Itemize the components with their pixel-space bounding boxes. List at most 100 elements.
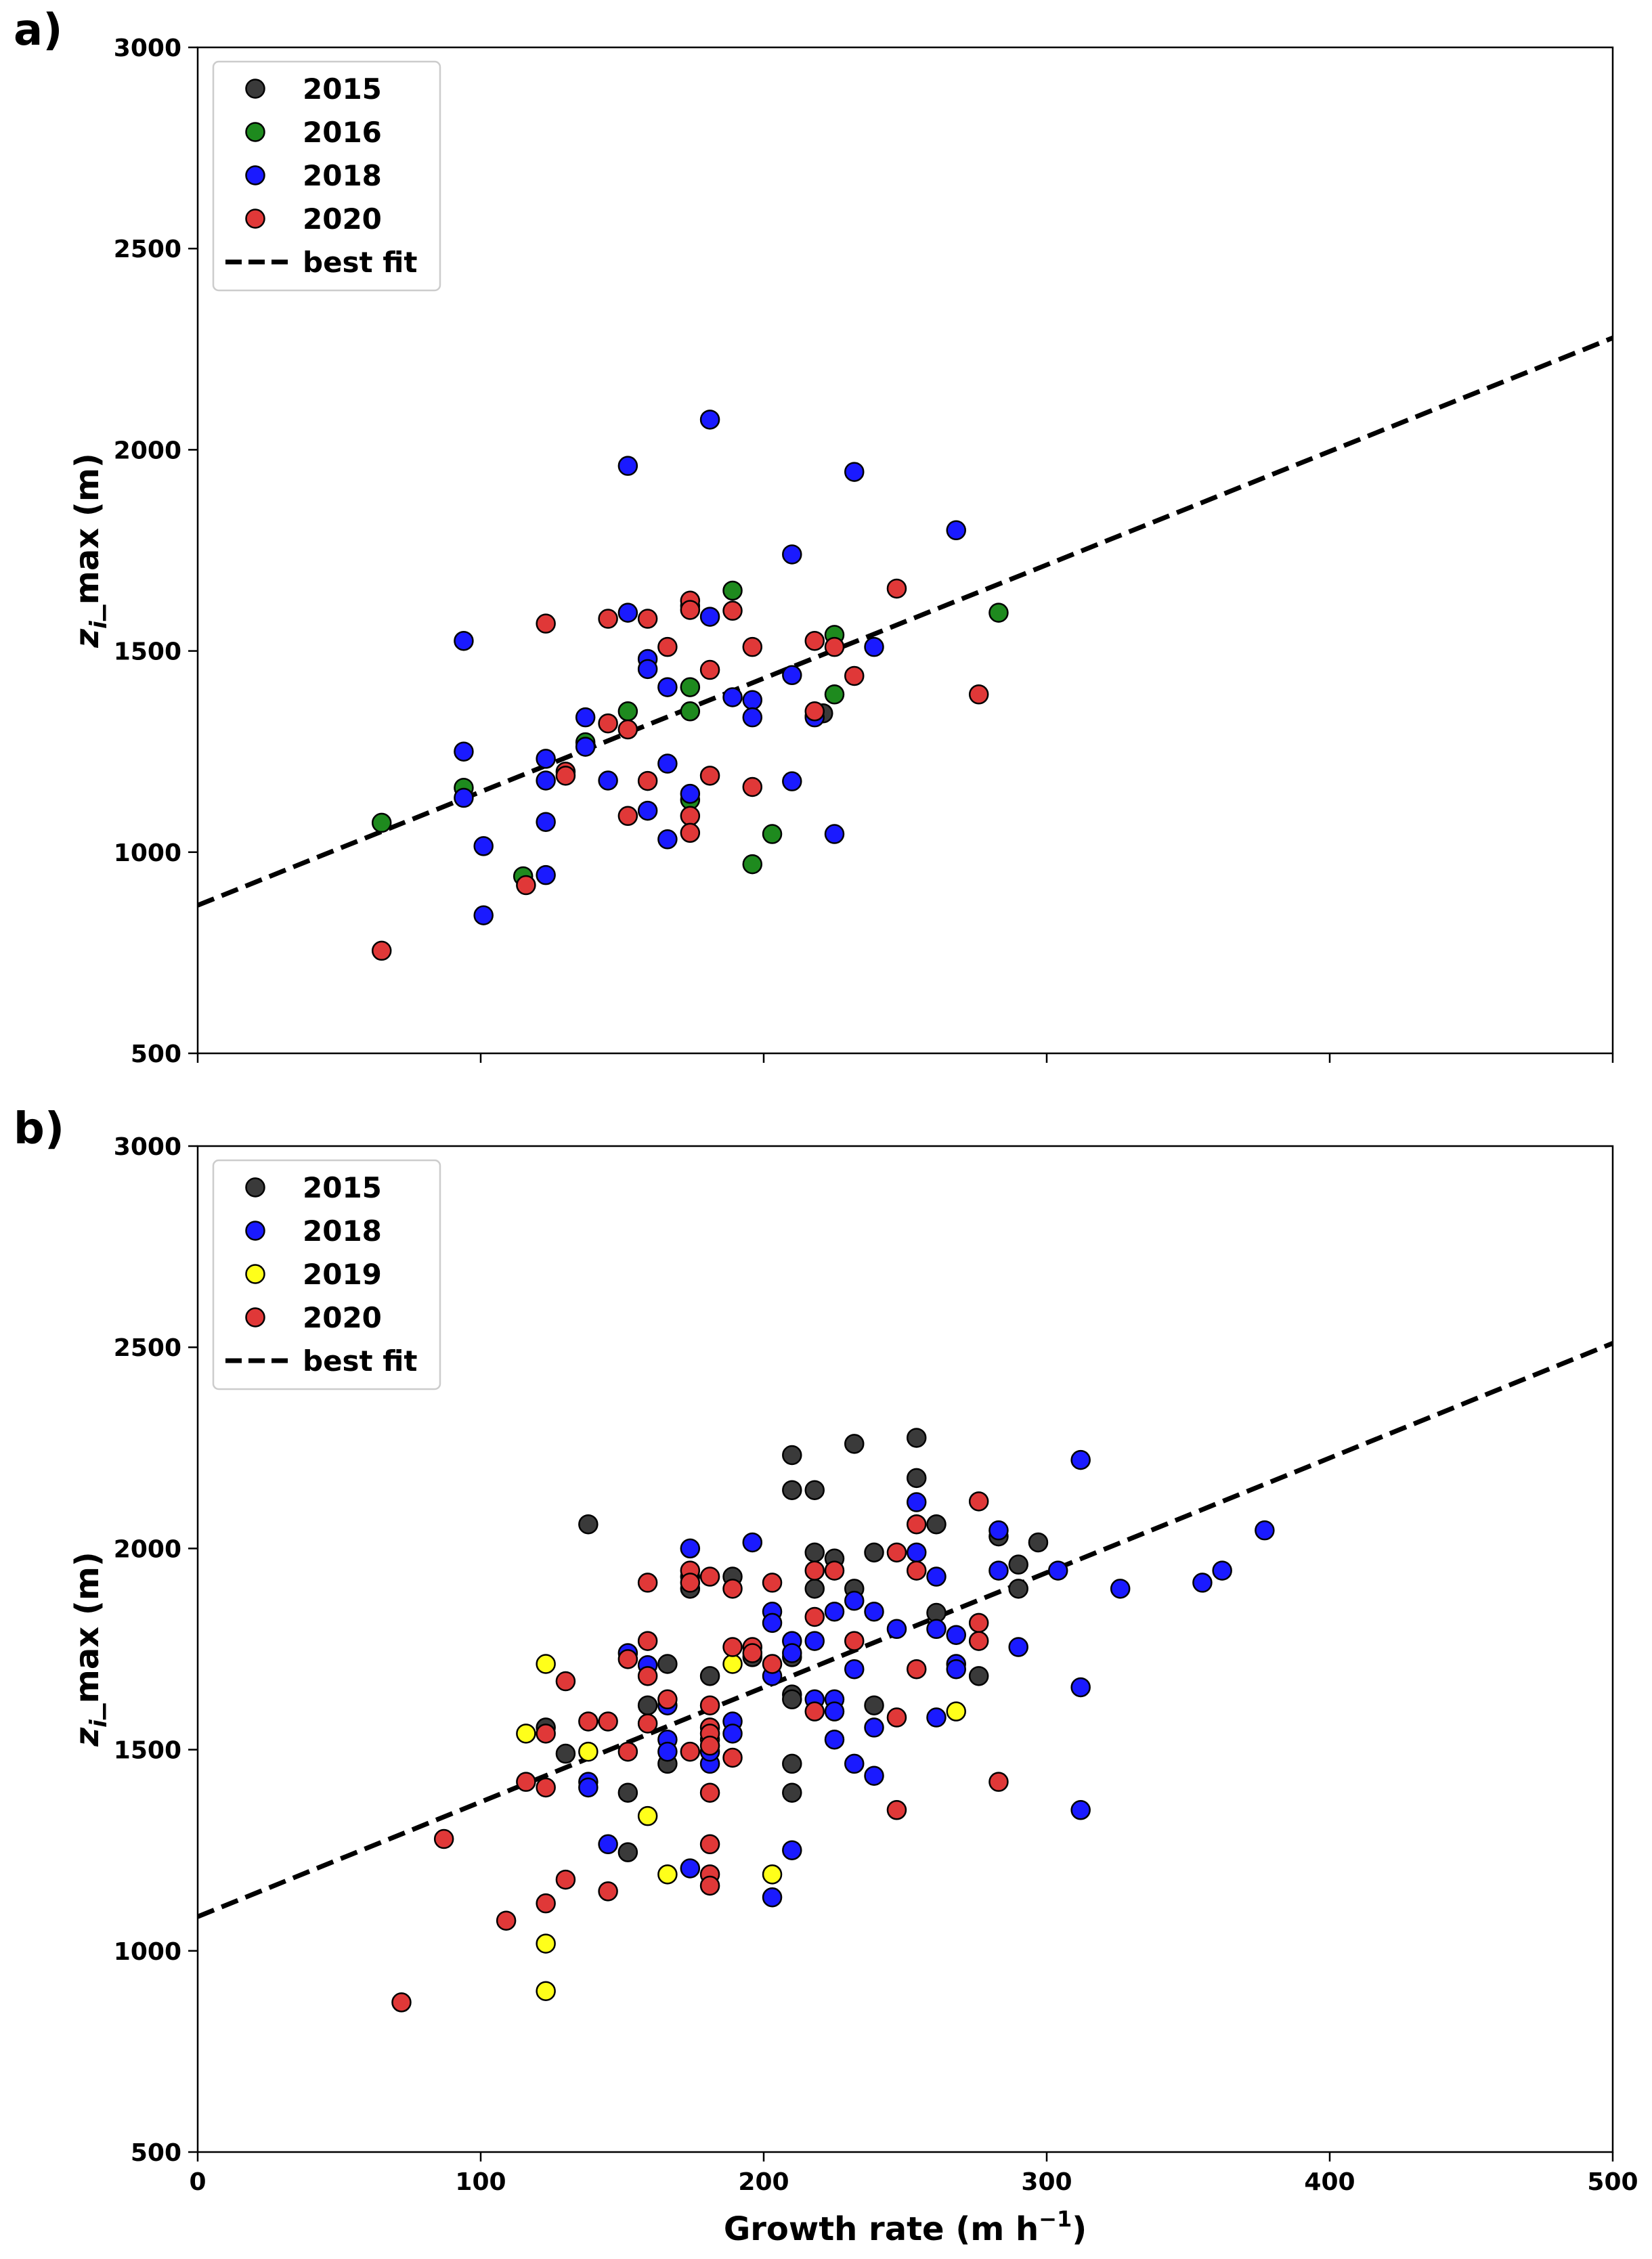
data-point-2018 bbox=[926, 1619, 947, 1640]
scatter-points bbox=[371, 410, 1009, 961]
data-point-2018 bbox=[657, 1741, 678, 1762]
data-point-2018 bbox=[886, 1619, 907, 1640]
legend-item-2019: 2019 bbox=[245, 1258, 382, 1291]
data-point-2018 bbox=[906, 1542, 927, 1563]
data-point-2015 bbox=[578, 1514, 599, 1535]
data-point-2020 bbox=[598, 1881, 618, 1902]
x-axis-title-main: Growth rate (m h bbox=[724, 2210, 1039, 2248]
data-point-2020 bbox=[906, 1514, 927, 1535]
data-point-2018 bbox=[680, 1538, 701, 1559]
best-fit-line bbox=[198, 335, 1613, 908]
data-point-2020 bbox=[968, 1613, 989, 1633]
data-point-2015 bbox=[804, 1542, 825, 1563]
data-point-2018 bbox=[988, 1520, 1009, 1541]
data-point-2020 bbox=[680, 823, 701, 843]
data-point-2020 bbox=[637, 770, 658, 791]
data-point-2018 bbox=[637, 659, 658, 680]
y-tick-label: 500 bbox=[131, 1040, 181, 1068]
data-point-2016 bbox=[762, 824, 783, 844]
x-axis-title-sup: −1 bbox=[1039, 2206, 1072, 2232]
data-point-2016 bbox=[722, 580, 743, 601]
y-axis-title-main: z bbox=[68, 1727, 106, 1747]
data-point-2018 bbox=[824, 1729, 845, 1750]
data-point-2018 bbox=[1070, 1449, 1091, 1470]
data-point-2018 bbox=[1192, 1573, 1213, 1593]
data-point-2015 bbox=[968, 1666, 989, 1686]
panel-label: b) bbox=[14, 1104, 64, 1154]
plot-frame bbox=[196, 46, 1614, 1055]
data-point-2020 bbox=[433, 1828, 454, 1849]
data-point-2018 bbox=[946, 520, 966, 541]
data-point-2018 bbox=[637, 800, 658, 821]
data-point-2020 bbox=[722, 600, 743, 621]
data-point-2015 bbox=[782, 1445, 802, 1466]
legend-marker-2016 bbox=[245, 122, 265, 142]
scatter-points bbox=[391, 1428, 1275, 2013]
data-point-2015 bbox=[617, 1782, 638, 1803]
legend-label-best-fit: best fit bbox=[303, 246, 417, 279]
data-point-2020 bbox=[536, 1777, 556, 1798]
legend-marker-2020 bbox=[245, 209, 265, 229]
y-tick-label: 2000 bbox=[114, 437, 181, 464]
data-point-2020 bbox=[617, 806, 638, 827]
y-tick-label: 3000 bbox=[114, 35, 181, 62]
data-point-2020 bbox=[637, 1713, 658, 1734]
y-tick-label: 1500 bbox=[114, 638, 181, 666]
data-point-2015 bbox=[617, 1842, 638, 1862]
data-point-2018 bbox=[536, 864, 556, 885]
data-point-2020 bbox=[516, 875, 536, 896]
data-point-2016 bbox=[824, 684, 845, 705]
data-point-2015 bbox=[1028, 1532, 1049, 1553]
data-point-2019 bbox=[578, 1741, 599, 1762]
data-point-2020 bbox=[906, 1659, 927, 1680]
legend-label-2020: 2020 bbox=[303, 1301, 382, 1334]
data-point-2018 bbox=[578, 1777, 599, 1798]
x-tick-label: 300 bbox=[1021, 2168, 1072, 2196]
data-point-2020 bbox=[804, 1560, 825, 1581]
data-point-2018 bbox=[782, 665, 802, 686]
data-point-2018 bbox=[473, 836, 494, 856]
y-axis-title: zi_max (m) bbox=[68, 1552, 112, 1747]
data-point-2020 bbox=[496, 1910, 517, 1931]
data-point-2020 bbox=[722, 1747, 743, 1768]
legend-item-2018: 2018 bbox=[245, 159, 382, 192]
data-point-2018 bbox=[804, 1631, 825, 1651]
y-axis-title-sub: i bbox=[85, 620, 112, 629]
data-point-2020 bbox=[988, 1772, 1009, 1792]
y-tick-label: 2500 bbox=[114, 1334, 181, 1362]
data-point-2020 bbox=[722, 1637, 743, 1657]
legend-box bbox=[212, 60, 441, 292]
x-tick-label: 500 bbox=[1587, 2168, 1638, 2196]
data-point-2020 bbox=[804, 630, 825, 651]
data-point-2020 bbox=[617, 719, 638, 740]
data-point-2018 bbox=[575, 737, 596, 757]
data-point-2019 bbox=[536, 1981, 556, 2001]
legend-item-2015: 2015 bbox=[245, 1171, 382, 1204]
data-point-2015 bbox=[555, 1743, 576, 1764]
data-point-2018 bbox=[598, 1834, 618, 1855]
data-point-2018 bbox=[454, 741, 474, 762]
data-point-2019 bbox=[536, 1654, 556, 1674]
data-point-2018 bbox=[1212, 1560, 1232, 1581]
data-point-2018 bbox=[617, 602, 638, 623]
data-point-2018 bbox=[864, 636, 884, 657]
data-point-2018 bbox=[864, 1717, 884, 1738]
legend-item-best-fit: best fit bbox=[225, 1344, 417, 1378]
data-point-2019 bbox=[637, 1805, 658, 1826]
data-point-2015 bbox=[804, 1480, 825, 1500]
data-point-2015 bbox=[864, 1542, 884, 1563]
y-tick-label: 2500 bbox=[114, 236, 181, 263]
data-point-2018 bbox=[454, 787, 474, 808]
data-point-2020 bbox=[886, 1707, 907, 1728]
data-point-2015 bbox=[657, 1654, 678, 1674]
y-tick-label: 1500 bbox=[114, 1737, 181, 1765]
data-point-2019 bbox=[516, 1724, 536, 1744]
data-point-2020 bbox=[886, 1800, 907, 1820]
legend-item-2015: 2015 bbox=[245, 72, 382, 106]
data-point-2018 bbox=[1110, 1579, 1131, 1599]
data-point-2020 bbox=[762, 1573, 783, 1593]
data-point-2018 bbox=[598, 770, 618, 791]
panel-label: a) bbox=[14, 5, 62, 56]
